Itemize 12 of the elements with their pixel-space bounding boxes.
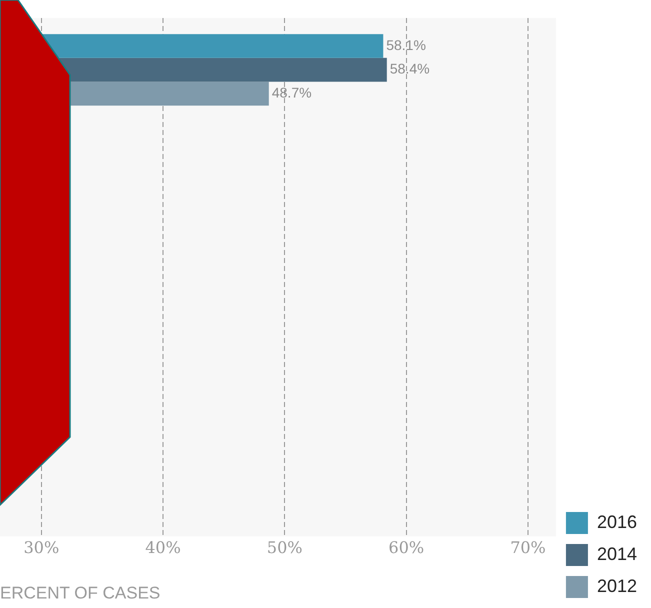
x-tick-label: 40% bbox=[145, 538, 181, 558]
legend-label: 2012 bbox=[596, 576, 638, 596]
x-tick-label: 30% bbox=[24, 538, 60, 558]
x-tick-label: 50% bbox=[266, 538, 302, 558]
data-label: 58.4% bbox=[390, 60, 430, 77]
x-tick-label: 70% bbox=[510, 538, 546, 558]
data-label: 58.1% bbox=[386, 36, 426, 53]
legend-label: 2014 bbox=[596, 544, 638, 564]
x-tick-label: 60% bbox=[388, 538, 424, 558]
legend-label: 2016 bbox=[596, 512, 638, 532]
data-label: 48.7% bbox=[272, 84, 312, 101]
x-axis-title: ERCENT OF CASES bbox=[0, 583, 160, 602]
